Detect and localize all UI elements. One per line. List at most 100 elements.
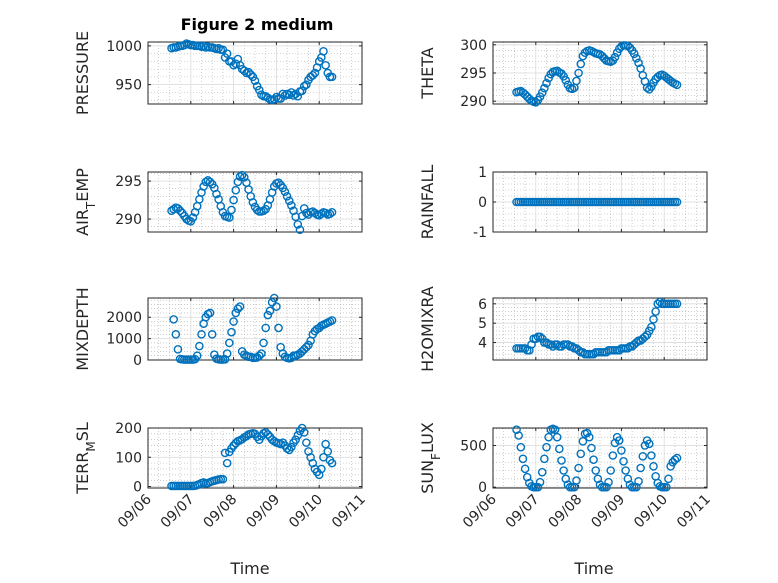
data-point <box>274 323 283 333</box>
data-point <box>525 94 534 104</box>
data-point <box>520 464 530 474</box>
data-point <box>542 78 551 88</box>
data-point <box>222 49 232 58</box>
data-point <box>248 198 258 207</box>
data-point <box>297 347 307 356</box>
data-point <box>647 451 656 460</box>
data-point <box>231 308 241 318</box>
y-tick-label: 290 <box>115 212 142 228</box>
data-point <box>291 212 300 222</box>
data-point <box>269 95 279 104</box>
data-point <box>222 458 232 468</box>
panel-sun-flux: 0 500 SUNFLUX 09/06 09/07 09/08 09/09 09/10 09/1… <box>418 422 714 531</box>
data-point <box>617 446 626 455</box>
data-point <box>629 49 639 59</box>
data-point <box>555 444 564 454</box>
data-point <box>582 428 592 438</box>
data-point <box>231 185 241 195</box>
data-point <box>317 464 326 474</box>
data-point <box>205 308 215 318</box>
data-point <box>173 345 183 354</box>
y-tick-label: 300 <box>460 38 487 54</box>
data-point <box>207 330 217 339</box>
data-point <box>199 182 208 191</box>
data-point <box>302 438 311 447</box>
y-tick-label: 500 <box>460 439 487 455</box>
data-point <box>623 344 633 353</box>
panel-h2omixra: 4 5 6 H2OMIXRA <box>418 286 708 372</box>
axes-box <box>147 427 363 489</box>
data-point <box>623 41 633 51</box>
data-point <box>227 327 236 337</box>
x-tick-label: 09/09 <box>243 492 283 532</box>
data-point <box>229 195 238 205</box>
data-point <box>225 338 234 348</box>
data-point <box>327 316 337 325</box>
data-point <box>250 76 260 86</box>
data-point <box>587 443 596 453</box>
data-point <box>531 334 541 343</box>
y-tick-label: 0 <box>478 195 487 211</box>
data-point <box>599 54 609 63</box>
data-point <box>572 476 581 485</box>
x-tick-label: 09/06 <box>115 491 155 531</box>
data-point <box>299 428 309 437</box>
data-point <box>540 83 549 93</box>
y-axis-label: AIRTEMP <box>73 168 98 236</box>
data-point <box>220 448 230 458</box>
data-point <box>514 431 523 440</box>
x-axis-label-left: Time <box>229 559 269 578</box>
panel-pressure: 950 1000 PRESSURE <box>73 31 363 115</box>
data-point <box>235 172 245 181</box>
y-tick-label: 5 <box>478 316 487 332</box>
y-axis-label: RAINFALL <box>418 165 437 240</box>
data-point <box>267 297 277 307</box>
data-point <box>632 338 641 347</box>
data-point <box>602 482 611 492</box>
x-tick-label: 09/11 <box>674 492 714 532</box>
data-point <box>531 98 541 107</box>
data-point <box>173 204 183 213</box>
axes-box <box>147 41 363 105</box>
panel-rainfall: -1 0 1 RAINFALL <box>418 165 708 241</box>
x-tick-label: 09/10 <box>631 492 671 532</box>
data-point <box>550 425 560 434</box>
data-point <box>229 441 238 450</box>
data-point <box>210 350 219 359</box>
data-point <box>229 60 238 70</box>
data-point <box>576 449 586 459</box>
data-point <box>297 423 307 433</box>
data-point <box>195 195 204 204</box>
data-point <box>546 69 556 79</box>
data-point <box>284 196 294 206</box>
y-axis-label: MIXDEPTH <box>73 287 92 370</box>
data-point <box>192 351 202 361</box>
data-point <box>321 60 330 70</box>
data-point <box>540 454 549 464</box>
data-point <box>319 47 328 56</box>
data-point <box>666 462 675 471</box>
data-point <box>265 306 275 316</box>
data-point <box>557 456 566 465</box>
data-point <box>276 439 285 449</box>
data-point <box>323 447 333 456</box>
x-tick-label: 09/08 <box>201 492 241 532</box>
axes-box <box>492 297 708 361</box>
data-point <box>169 315 178 324</box>
y-tick-label: 2000 <box>106 310 142 326</box>
data-point <box>585 432 594 442</box>
data-point <box>520 90 530 99</box>
data-point <box>638 452 648 461</box>
data-point <box>327 72 337 82</box>
data-point <box>662 482 671 492</box>
data-point <box>518 454 528 464</box>
data-point <box>537 88 547 98</box>
data-point <box>516 442 526 452</box>
data-point <box>220 355 230 364</box>
y-axis-label: SUNFLUX <box>418 422 443 494</box>
data-point <box>670 455 680 464</box>
y-axis-label: H2OMIXRA <box>418 286 437 372</box>
data-point <box>308 71 318 80</box>
y-tick-label: 1 <box>478 165 487 181</box>
